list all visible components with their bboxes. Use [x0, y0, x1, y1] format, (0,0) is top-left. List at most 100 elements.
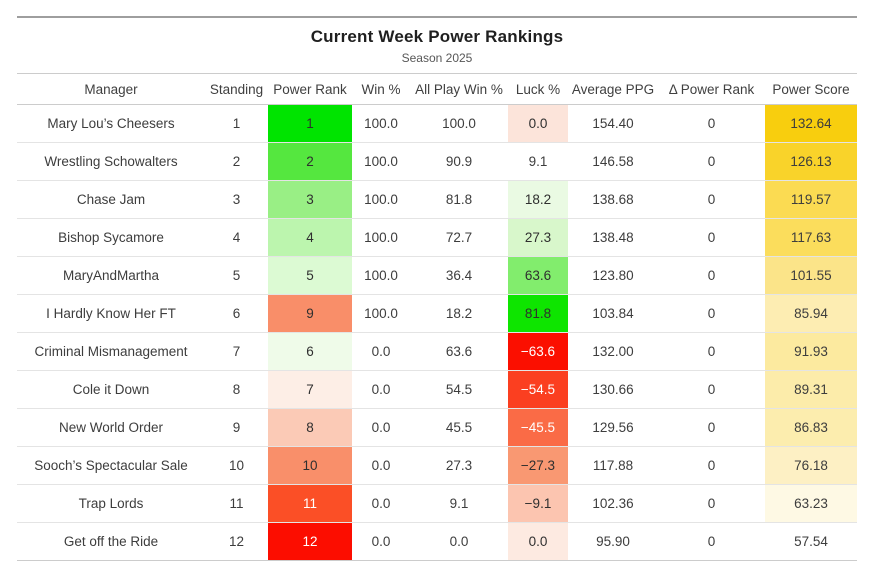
delta-power-rank-cell: 0 — [658, 522, 765, 561]
win-pct-cell: 0.0 — [352, 332, 410, 371]
column-header-all-play-win-pct: All Play Win % — [410, 73, 508, 105]
average-ppg-cell: 102.36 — [568, 484, 658, 523]
average-ppg-cell: 129.56 — [568, 408, 658, 447]
average-ppg-cell: 117.88 — [568, 446, 658, 485]
table-header: Manager Standing Power Rank Win % All Play W… — [17, 73, 857, 105]
standing-cell: 5 — [205, 256, 268, 295]
power-rank-cell: 10 — [268, 446, 352, 485]
power-rankings-table: Manager Standing Power Rank Win % All Play W… — [17, 73, 857, 561]
table-row: Get off the Ride 12 12 0.0 0.0 0.0 95.90… — [17, 522, 857, 561]
all-play-win-pct-cell: 63.6 — [410, 332, 508, 371]
win-pct-cell: 0.0 — [352, 446, 410, 485]
delta-power-rank-cell: 0 — [658, 294, 765, 333]
manager-cell: Mary Lou’s Cheesers — [17, 104, 205, 143]
column-header-delta-power-rank: Δ Power Rank — [658, 73, 765, 105]
win-pct-cell: 100.0 — [352, 104, 410, 143]
standing-cell: 9 — [205, 408, 268, 447]
win-pct-cell: 100.0 — [352, 142, 410, 181]
average-ppg-cell: 138.68 — [568, 180, 658, 219]
power-rankings-card: Current Week Power Rankings Season 2025 … — [17, 16, 857, 561]
manager-cell: Sooch’s Spectacular Sale — [17, 446, 205, 485]
win-pct-cell: 100.0 — [352, 218, 410, 257]
power-rank-cell: 9 — [268, 294, 352, 333]
average-ppg-cell: 146.58 — [568, 142, 658, 181]
luck-pct-cell: 27.3 — [508, 218, 568, 257]
manager-cell: Bishop Sycamore — [17, 218, 205, 257]
standing-cell: 12 — [205, 522, 268, 561]
manager-cell: New World Order — [17, 408, 205, 447]
power-score-cell: 101.55 — [765, 256, 857, 295]
manager-cell: Get off the Ride — [17, 522, 205, 561]
delta-power-rank-cell: 0 — [658, 142, 765, 181]
standing-cell: 10 — [205, 446, 268, 485]
table-row: Cole it Down 8 7 0.0 54.5 −54.5 130.66 0… — [17, 370, 857, 409]
all-play-win-pct-cell: 100.0 — [410, 104, 508, 143]
power-score-cell: 63.23 — [765, 484, 857, 523]
standing-cell: 8 — [205, 370, 268, 409]
win-pct-cell: 0.0 — [352, 484, 410, 523]
delta-power-rank-cell: 0 — [658, 408, 765, 447]
column-header-power-rank: Power Rank — [268, 73, 352, 105]
luck-pct-cell: −27.3 — [508, 446, 568, 485]
all-play-win-pct-cell: 36.4 — [410, 256, 508, 295]
power-score-cell: 57.54 — [765, 522, 857, 561]
standing-cell: 7 — [205, 332, 268, 371]
average-ppg-cell: 138.48 — [568, 218, 658, 257]
power-rank-cell: 11 — [268, 484, 352, 523]
table-row: Chase Jam 3 3 100.0 81.8 18.2 138.68 0 1… — [17, 180, 857, 219]
luck-pct-cell: 0.0 — [508, 522, 568, 561]
power-rank-cell: 12 — [268, 522, 352, 561]
manager-cell: Trap Lords — [17, 484, 205, 523]
table-row: Sooch’s Spectacular Sale 10 10 0.0 27.3 … — [17, 446, 857, 485]
win-pct-cell: 0.0 — [352, 522, 410, 561]
all-play-win-pct-cell: 90.9 — [410, 142, 508, 181]
luck-pct-cell: −45.5 — [508, 408, 568, 447]
all-play-win-pct-cell: 27.3 — [410, 446, 508, 485]
all-play-win-pct-cell: 18.2 — [410, 294, 508, 333]
luck-pct-cell: 63.6 — [508, 256, 568, 295]
delta-power-rank-cell: 0 — [658, 180, 765, 219]
page-title: Current Week Power Rankings — [310, 27, 564, 46]
power-score-cell: 86.83 — [765, 408, 857, 447]
standing-cell: 1 — [205, 104, 268, 143]
table-row: Criminal Mismanagement 7 6 0.0 63.6 −63.… — [17, 332, 857, 371]
standing-cell: 3 — [205, 180, 268, 219]
all-play-win-pct-cell: 45.5 — [410, 408, 508, 447]
power-rank-cell: 6 — [268, 332, 352, 371]
delta-power-rank-cell: 0 — [658, 218, 765, 257]
manager-cell: MaryAndMartha — [17, 256, 205, 295]
power-rank-cell: 2 — [268, 142, 352, 181]
average-ppg-cell: 123.80 — [568, 256, 658, 295]
column-header-standing: Standing — [205, 73, 268, 105]
manager-cell: Criminal Mismanagement — [17, 332, 205, 371]
all-play-win-pct-cell: 0.0 — [410, 522, 508, 561]
season-subtitle: Season 2025 — [401, 51, 473, 65]
win-pct-cell: 0.0 — [352, 408, 410, 447]
power-rank-cell: 4 — [268, 218, 352, 257]
table-row: I Hardly Know Her FT 6 9 100.0 18.2 81.8… — [17, 294, 857, 333]
delta-power-rank-cell: 0 — [658, 332, 765, 371]
win-pct-cell: 100.0 — [352, 180, 410, 219]
delta-power-rank-cell: 0 — [658, 256, 765, 295]
power-rank-cell: 7 — [268, 370, 352, 409]
delta-power-rank-cell: 0 — [658, 446, 765, 485]
table-row: New World Order 9 8 0.0 45.5 −45.5 129.5… — [17, 408, 857, 447]
power-rank-cell: 5 — [268, 256, 352, 295]
average-ppg-cell: 103.84 — [568, 294, 658, 333]
win-pct-cell: 0.0 — [352, 370, 410, 409]
average-ppg-cell: 130.66 — [568, 370, 658, 409]
power-score-cell: 119.57 — [765, 180, 857, 219]
standing-cell: 4 — [205, 218, 268, 257]
power-score-cell: 85.94 — [765, 294, 857, 333]
table-row: Mary Lou’s Cheesers 1 1 100.0 100.0 0.0 … — [17, 104, 857, 143]
table-row: MaryAndMartha 5 5 100.0 36.4 63.6 123.80… — [17, 256, 857, 295]
delta-power-rank-cell: 0 — [658, 104, 765, 143]
column-header-manager: Manager — [17, 73, 205, 105]
average-ppg-cell: 132.00 — [568, 332, 658, 371]
all-play-win-pct-cell: 72.7 — [410, 218, 508, 257]
average-ppg-cell: 154.40 — [568, 104, 658, 143]
delta-power-rank-cell: 0 — [658, 370, 765, 409]
power-score-cell: 117.63 — [765, 218, 857, 257]
luck-pct-cell: 18.2 — [508, 180, 568, 219]
luck-pct-cell: −54.5 — [508, 370, 568, 409]
